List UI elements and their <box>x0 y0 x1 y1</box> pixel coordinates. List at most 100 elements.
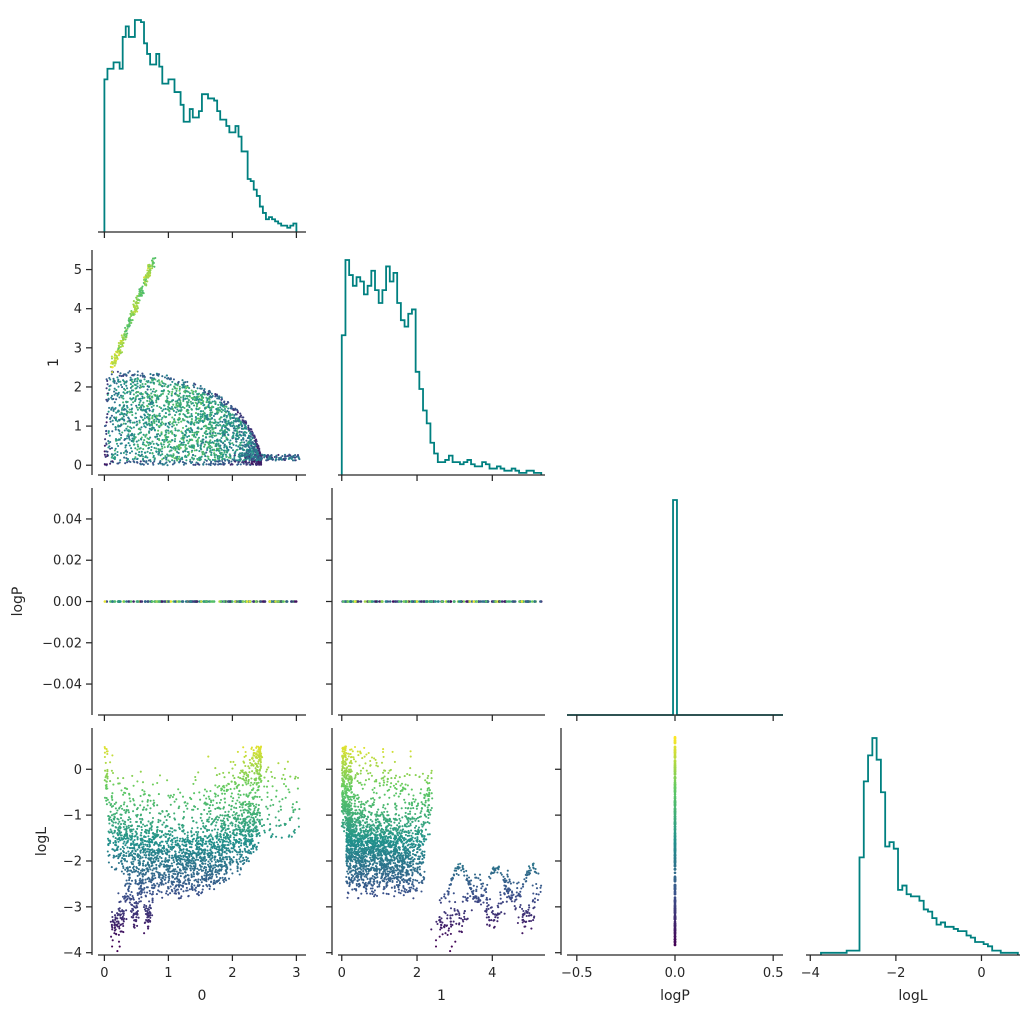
scatter-point <box>123 392 126 395</box>
scatter-point <box>141 393 144 396</box>
scatter-point <box>109 462 112 465</box>
scatter-point <box>208 398 211 401</box>
scatter-point <box>174 400 177 403</box>
scatter-point <box>119 380 122 383</box>
scatter-point <box>151 416 154 419</box>
scatter-point <box>208 458 212 462</box>
scatter-point <box>228 441 231 444</box>
scatter-point <box>184 444 187 447</box>
scatter-point <box>158 829 161 832</box>
scatter-point <box>240 839 243 842</box>
scatter-point <box>203 393 206 396</box>
scatter-point <box>137 427 140 431</box>
scatter-point <box>220 398 223 401</box>
scatter-point <box>183 801 186 804</box>
scatter-point <box>259 454 262 457</box>
scatter-point <box>228 804 231 807</box>
scatter-point <box>128 419 131 422</box>
scatter-point <box>236 870 239 873</box>
scatter-point <box>105 463 108 466</box>
scatter-point <box>168 830 171 833</box>
scatter-point <box>155 423 158 426</box>
scatter-point <box>237 821 241 824</box>
scatter-point <box>206 393 209 396</box>
scatter-point <box>211 441 214 444</box>
scatter-point <box>125 413 128 416</box>
scatter-point <box>241 419 244 422</box>
scatter-point <box>165 431 168 434</box>
scatter-point <box>267 454 270 457</box>
scatter-point <box>257 772 260 775</box>
scatter-point <box>191 834 194 837</box>
scatter-point <box>166 868 169 871</box>
scatter-point <box>152 832 155 835</box>
scatter-point <box>214 402 217 405</box>
scatter-point <box>111 419 114 422</box>
scatter-point <box>110 396 113 399</box>
scatter-point <box>171 864 174 867</box>
scatter-point <box>202 885 205 888</box>
scatter-point <box>204 455 207 458</box>
scatter-point <box>243 441 246 444</box>
scatter-point <box>105 430 108 433</box>
scatter-point <box>255 803 258 806</box>
scatter-point <box>245 455 248 459</box>
scatter-point <box>129 392 132 396</box>
scatter-point <box>143 378 146 381</box>
scatter-point <box>256 458 259 461</box>
scatter-point <box>242 422 246 425</box>
scatter-point <box>222 463 225 466</box>
scatter-point <box>183 406 186 410</box>
scatter-point <box>234 802 237 805</box>
scatter-point <box>200 869 203 872</box>
scatter-point <box>152 463 155 466</box>
scatter-point <box>172 872 175 875</box>
scatter-point <box>411 600 414 603</box>
scatter-point <box>163 415 166 418</box>
scatter-point <box>103 600 107 603</box>
scatter-point <box>248 434 251 437</box>
scatter-point <box>107 440 110 443</box>
scatter-point <box>186 416 189 419</box>
scatter-point <box>163 446 166 449</box>
scatter-point <box>236 419 240 422</box>
scatter-point <box>247 778 250 781</box>
scatter-point <box>178 455 181 458</box>
scatter-point <box>191 838 194 841</box>
scatter-point <box>191 827 194 830</box>
scatter-point <box>157 793 160 796</box>
scatter-point <box>184 397 187 400</box>
scatter-point <box>247 461 250 464</box>
scatter-point <box>248 600 252 603</box>
scatter-point <box>207 795 210 798</box>
scatter-point <box>160 450 163 453</box>
scatter-point <box>121 857 124 860</box>
scatter-point <box>197 878 200 881</box>
scatter-point <box>203 391 206 394</box>
scatter-point <box>122 842 125 845</box>
scatter-point <box>125 854 128 858</box>
scatter-point <box>230 460 233 463</box>
scatter-point <box>241 424 244 427</box>
scatter-point <box>106 383 109 386</box>
scatter-point <box>164 835 167 838</box>
scatter-point <box>494 600 498 603</box>
scatter-point <box>225 416 228 419</box>
scatter-point <box>238 805 241 809</box>
scatter-point <box>203 853 206 856</box>
scatter-point <box>162 834 165 837</box>
scatter-point <box>228 453 231 456</box>
scatter-point <box>201 453 204 456</box>
scatter-point <box>231 442 234 445</box>
scatter-point <box>192 463 195 466</box>
scatter-point <box>234 823 237 826</box>
scatter-point <box>147 832 151 835</box>
scatter-point <box>204 406 207 409</box>
scatter-point <box>225 858 228 861</box>
scatter-point <box>181 379 184 382</box>
scatter-point <box>163 438 166 441</box>
scatter-point <box>130 389 133 392</box>
scatter-point <box>115 442 119 445</box>
scatter-point <box>187 421 190 424</box>
scatter-point <box>124 388 127 392</box>
